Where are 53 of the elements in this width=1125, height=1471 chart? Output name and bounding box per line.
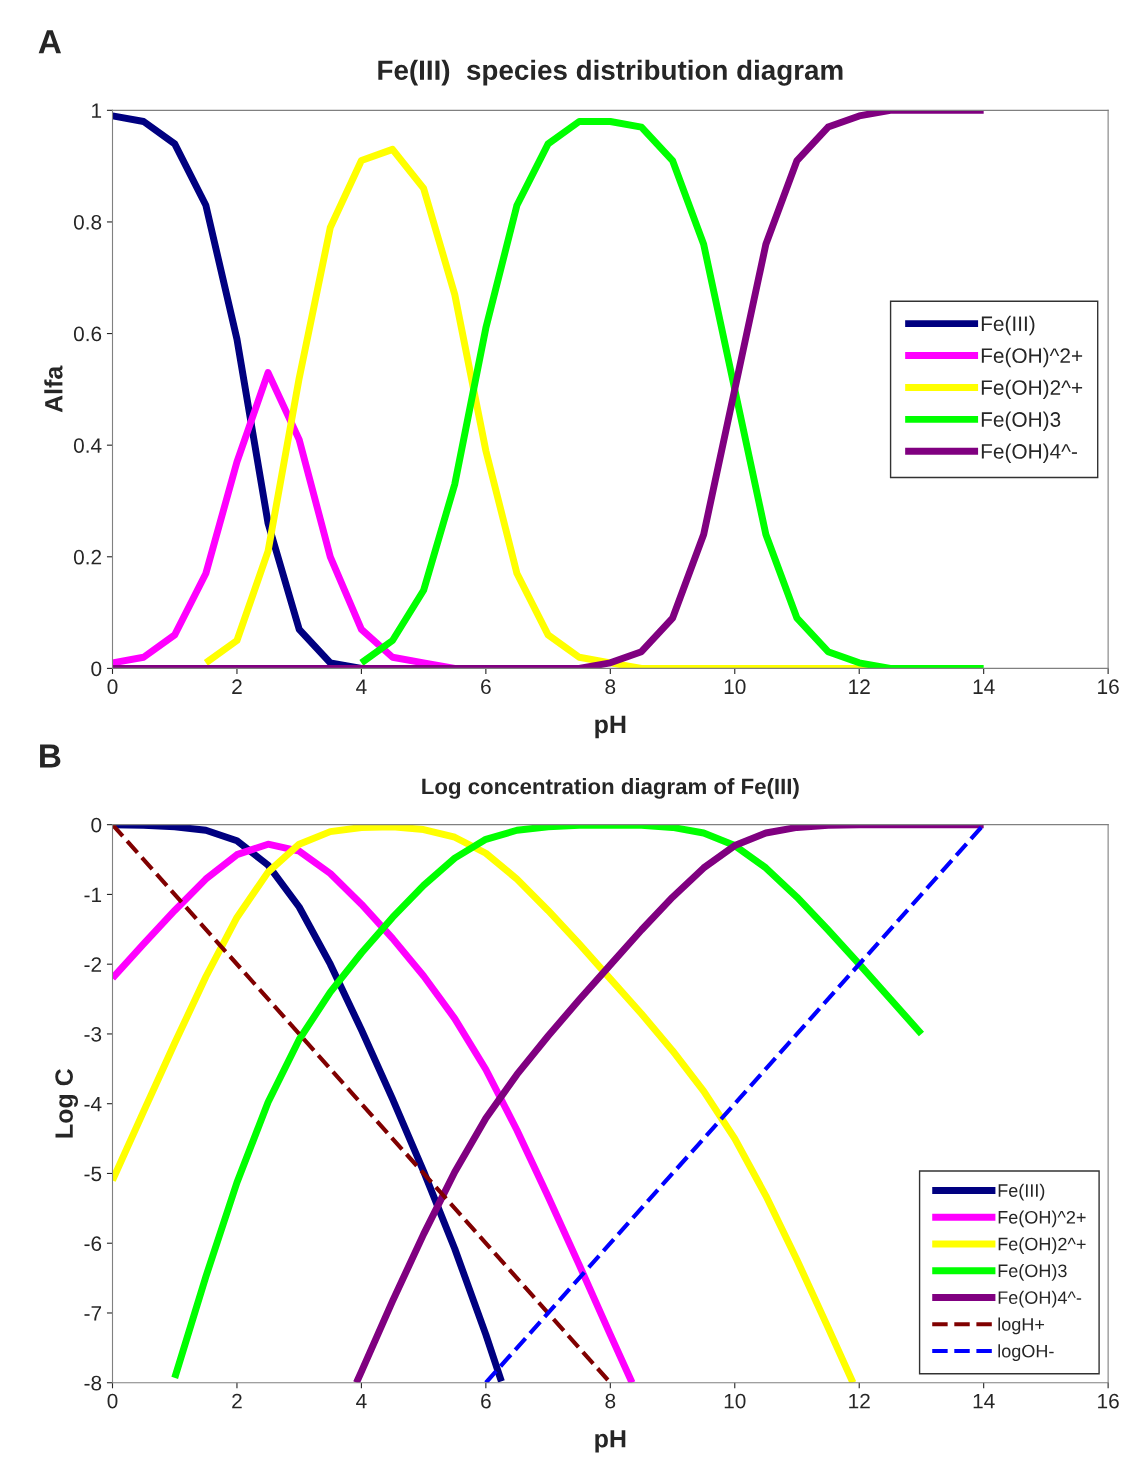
y-tick-label: 1 <box>92 103 102 118</box>
legend-label: Fe(OH)2^+ <box>998 1237 1086 1255</box>
y-axis-title: Log C <box>55 1068 79 1138</box>
y-tick-label: -4 <box>84 1096 102 1112</box>
y-tick-label: -1 <box>84 887 102 902</box>
y-tick-label: -6 <box>84 1236 102 1251</box>
x-tick-label: 4 <box>356 679 367 694</box>
x-tick-label: 12 <box>849 679 870 694</box>
y-tick-label: 0.8 <box>73 214 102 230</box>
x-tick-label: 10 <box>724 679 746 695</box>
legend-label: logH+ <box>998 1317 1045 1335</box>
legend-label: Fe(OH)4^- <box>981 443 1077 463</box>
x-tick-label: 10 <box>724 1393 746 1409</box>
y-tick-label: -2 <box>84 957 102 972</box>
x-tick-label: 8 <box>605 1393 616 1409</box>
x-tick-label: 2 <box>232 679 242 694</box>
legend-label: Fe(OH)3 <box>998 1263 1067 1281</box>
x-tick-label: 14 <box>973 1393 995 1409</box>
y-tick-label: 0 <box>91 817 102 833</box>
legend-label: Fe(OH)4^- <box>998 1290 1082 1308</box>
y-tick-label: 0.2 <box>73 549 102 565</box>
x-tick-label: 12 <box>849 1393 870 1409</box>
legend-label: Fe(OH)^2+ <box>981 347 1083 368</box>
x-tick-label: 4 <box>356 1393 367 1409</box>
x-tick-label: 6 <box>481 679 491 695</box>
x-tick-label: 8 <box>605 679 616 695</box>
y-tick-label: -3 <box>84 1026 102 1042</box>
y-tick-label: 0.6 <box>73 326 102 342</box>
legend-label: Fe(OH)3 <box>981 411 1061 431</box>
legend-label: Fe(OH)2^+ <box>981 379 1083 400</box>
x-tick-label: 0 <box>107 1393 118 1409</box>
chart-title: Fe(III) species distribution diagram <box>378 59 843 86</box>
y-tick-label: 0.4 <box>73 438 102 453</box>
text: B <box>40 744 61 768</box>
chart-title: Log concentration diagram of Fe(III) <box>422 778 799 799</box>
x-tick-label: 14 <box>973 679 995 694</box>
text: A <box>38 30 62 54</box>
x-axis-title: pH <box>595 715 626 739</box>
legend-label: Fe(III) <box>981 315 1035 336</box>
legend-label: logOH- <box>998 1344 1054 1362</box>
y-axis-title: Alfa <box>44 365 63 413</box>
y-tick-label: 0 <box>91 661 102 677</box>
x-tick-label: 2 <box>232 1393 242 1409</box>
x-tick-label: 6 <box>481 1393 491 1409</box>
x-tick-label: 0 <box>107 679 118 695</box>
x-tick-label: 16 <box>1098 1393 1119 1409</box>
x-tick-label: 16 <box>1098 679 1119 695</box>
legend-label: Fe(OH)^2+ <box>998 1210 1086 1228</box>
legend-label: Fe(III) <box>998 1183 1045 1201</box>
y-tick-label: -5 <box>84 1166 102 1182</box>
x-axis-title: pH <box>595 1430 626 1453</box>
y-tick-label: -7 <box>84 1306 102 1321</box>
y-tick-label: -8 <box>84 1375 102 1391</box>
